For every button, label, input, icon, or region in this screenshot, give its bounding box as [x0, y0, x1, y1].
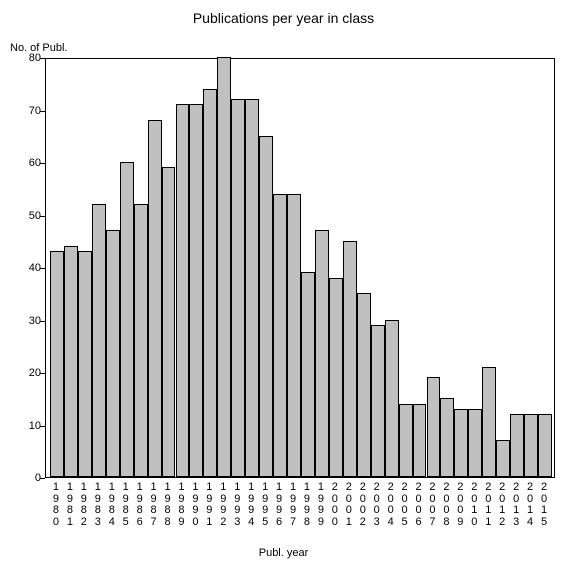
x-tick-label: 2 0 0 5: [398, 482, 412, 528]
y-tick-label: 30: [2, 315, 41, 327]
x-tick-labels: 1 9 8 01 9 8 11 9 8 21 9 8 31 9 8 41 9 8…: [45, 482, 555, 542]
bar: [148, 120, 162, 477]
bar: [357, 293, 371, 477]
y-tick-labels: 01020304050607080: [0, 58, 45, 478]
bar: [189, 104, 203, 477]
x-tick-label: 1 9 9 6: [272, 482, 286, 528]
bar: [120, 162, 134, 477]
bar: [468, 409, 482, 477]
x-tick-label: 1 9 8 1: [63, 482, 77, 528]
y-tick-label: 50: [2, 210, 41, 222]
x-tick-label: 2 0 1 0: [467, 482, 481, 528]
y-tick-label: 60: [2, 157, 41, 169]
x-tick-label: 1 9 9 9: [314, 482, 328, 528]
y-tick-label: 10: [2, 420, 41, 432]
bar: [64, 246, 78, 477]
x-tick-label: 1 9 9 8: [300, 482, 314, 528]
y-tick-label: 0: [2, 472, 41, 484]
plot-area: [45, 58, 555, 478]
bar: [231, 99, 245, 477]
bar: [245, 99, 259, 477]
x-tick-label: 1 9 9 0: [188, 482, 202, 528]
bar: [329, 278, 343, 478]
bar: [385, 320, 399, 478]
chart-title: Publications per year in class: [0, 10, 567, 26]
x-tick-label: 1 9 8 8: [161, 482, 175, 528]
bar: [92, 204, 106, 477]
x-tick-label: 2 0 0 9: [453, 482, 467, 528]
x-tick-label: 2 0 0 4: [384, 482, 398, 528]
x-tick-label: 2 0 0 3: [370, 482, 384, 528]
x-tick-label: 2 0 0 6: [412, 482, 426, 528]
x-tick-label: 1 9 8 3: [91, 482, 105, 528]
bar: [301, 272, 315, 477]
x-tick-label: 1 9 8 6: [133, 482, 147, 528]
x-tick-label: 2 0 1 1: [481, 482, 495, 528]
x-tick-label: 1 9 9 3: [230, 482, 244, 528]
x-tick-label: 1 9 9 5: [258, 482, 272, 528]
bar: [217, 57, 231, 477]
x-tick-label: 1 9 9 4: [244, 482, 258, 528]
x-tick-label: 2 0 0 7: [426, 482, 440, 528]
bar: [203, 89, 217, 478]
bar: [413, 404, 427, 478]
x-tick-label: 2 0 1 4: [523, 482, 537, 528]
bar: [454, 409, 468, 477]
bar: [371, 325, 385, 477]
x-tick-label: 1 9 9 7: [286, 482, 300, 528]
x-tick-label: 2 0 0 2: [356, 482, 370, 528]
bar: [134, 204, 148, 477]
x-tick-label: 1 9 9 1: [202, 482, 216, 528]
bar: [482, 367, 496, 477]
bar: [259, 136, 273, 477]
x-tick-label: 2 0 0 1: [342, 482, 356, 528]
x-tick-label: 2 0 0 0: [328, 482, 342, 528]
bar: [50, 251, 64, 477]
x-tick-label: 1 9 8 9: [175, 482, 189, 528]
bar: [524, 414, 538, 477]
bar: [427, 377, 441, 477]
x-tick-label: 1 9 8 2: [77, 482, 91, 528]
x-axis-label: Publ. year: [0, 547, 567, 559]
bar: [510, 414, 524, 477]
bar: [538, 414, 552, 477]
x-tick-label: 2 0 1 2: [495, 482, 509, 528]
bar: [162, 167, 176, 477]
y-tick-label: 70: [2, 105, 41, 117]
x-tick-label: 1 9 8 0: [49, 482, 63, 528]
x-tick-label: 1 9 8 4: [105, 482, 119, 528]
bar: [399, 404, 413, 478]
bar: [496, 440, 510, 477]
bar: [315, 230, 329, 477]
x-tick-label: 1 9 9 2: [216, 482, 230, 528]
bar: [343, 241, 357, 477]
bar: [287, 194, 301, 478]
y-tick-label: 80: [2, 52, 41, 64]
x-tick-label: 2 0 1 5: [537, 482, 551, 528]
chart-container: Publications per year in class No. of Pu…: [0, 0, 567, 567]
bar: [440, 398, 454, 477]
bar: [176, 104, 190, 477]
x-tick-label: 1 9 8 7: [147, 482, 161, 528]
x-tick-label: 1 9 8 5: [119, 482, 133, 528]
x-tick-label: 2 0 1 3: [509, 482, 523, 528]
y-tick-label: 40: [2, 262, 41, 274]
bar: [273, 194, 287, 478]
bar: [106, 230, 120, 477]
x-tick-label: 2 0 0 8: [439, 482, 453, 528]
y-tick-label: 20: [2, 367, 41, 379]
bar: [78, 251, 92, 477]
